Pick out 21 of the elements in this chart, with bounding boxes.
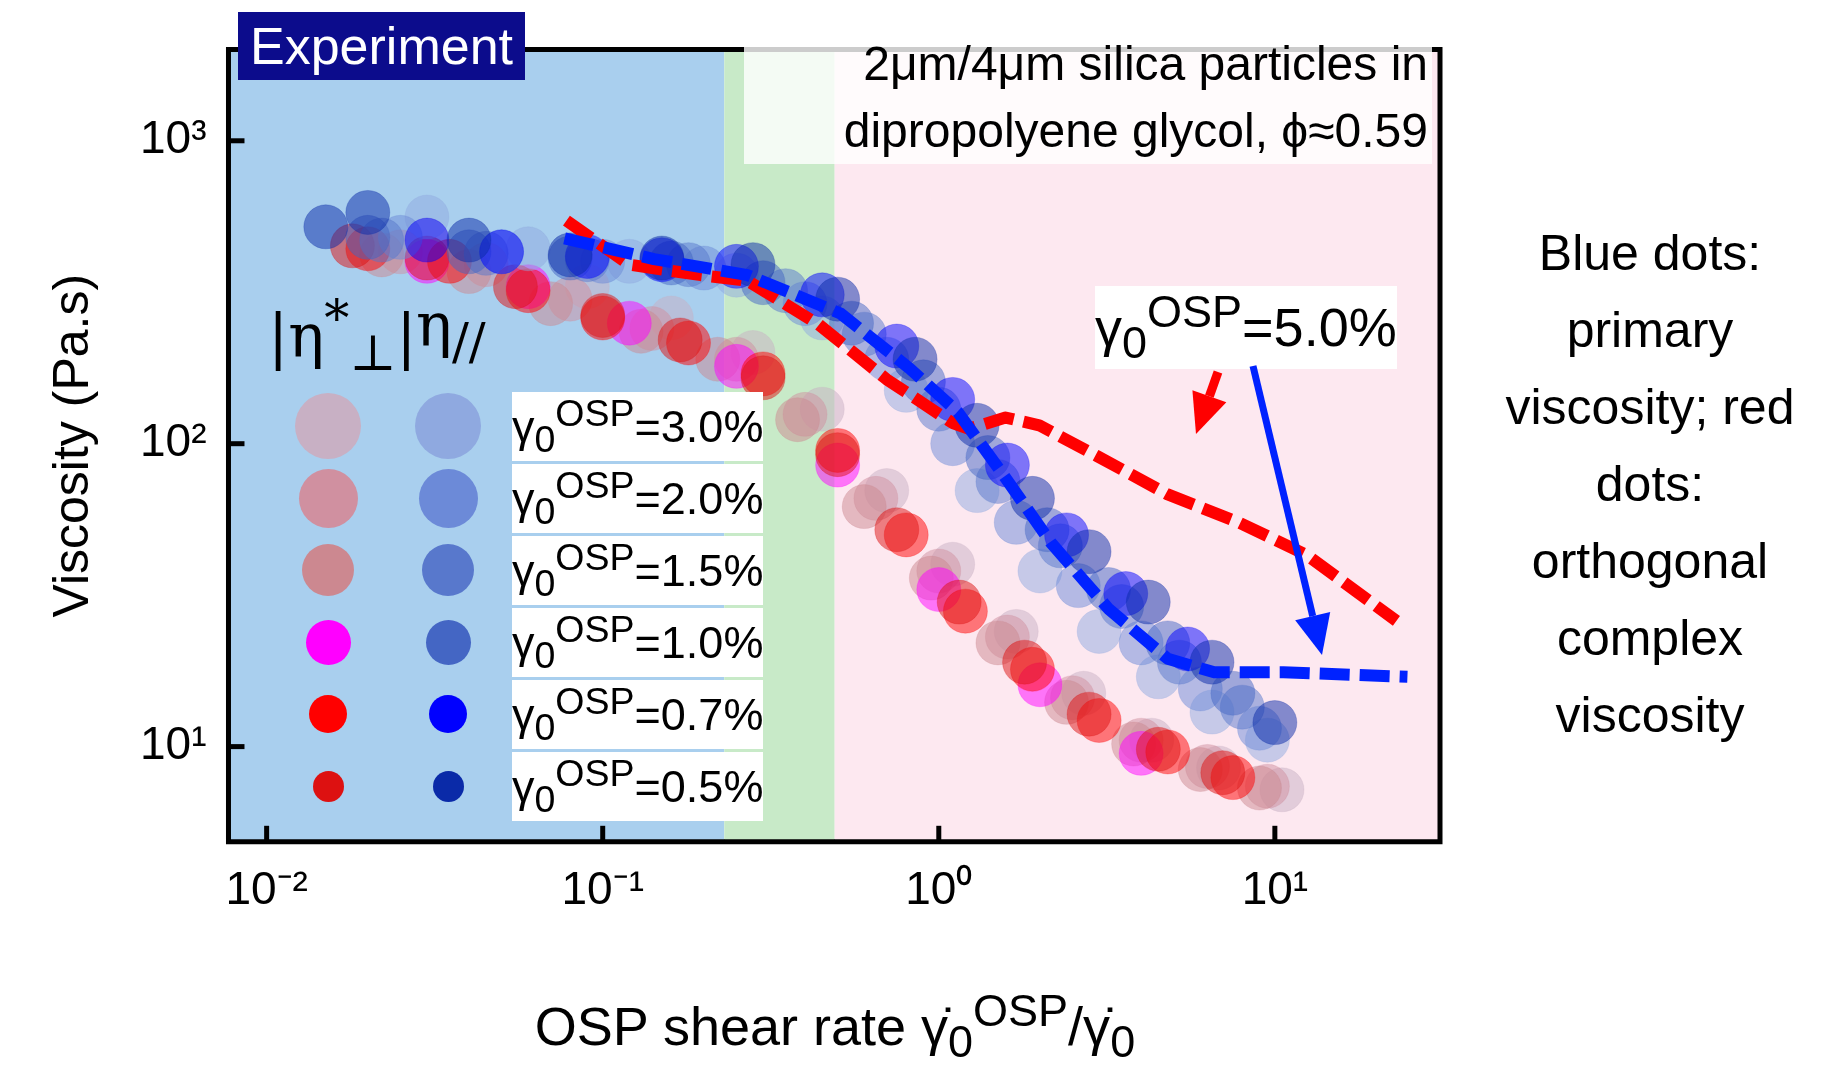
x-tick-label: 10⁻¹ bbox=[561, 862, 644, 915]
x-tick-label: 10¹ bbox=[1241, 862, 1309, 915]
y-tick-label: 10¹ bbox=[140, 717, 207, 770]
legend-label: γ$_{0}$$^{OSP}$=2.0% bbox=[512, 463, 764, 533]
y-tick-label: 10³ bbox=[140, 111, 207, 164]
legend-label: γ$_{0}$$^{OSP}$=3.0% bbox=[512, 391, 764, 461]
legend-label: γ$_{0}$$^{OSP}$=1.0% bbox=[512, 607, 764, 677]
annotation: γ$_{0}$$^{OSP}$=5.0% bbox=[1095, 286, 1397, 369]
y-axis-title: Viscosity (Pa.s) bbox=[42, 273, 99, 618]
legend-label: γ$_{0}$$^{OSP}$=0.7% bbox=[512, 679, 764, 749]
annotation: η$_{//}$ bbox=[416, 290, 486, 371]
annotation: Experiment bbox=[238, 12, 525, 80]
y-tick-label: 10² bbox=[140, 414, 207, 467]
text: Blue dots: primary viscosity; red dots: orthogonal complex viscosity bbox=[1505, 224, 1795, 745]
x-axis-title: OSP shear rate γ̇$_{0}$$^{OSP}$/γ̇$_{0}$ bbox=[533, 985, 1137, 1068]
x-tick-label: 10⁻² bbox=[225, 862, 308, 915]
x-tick-label: 10⁰ bbox=[905, 862, 973, 915]
legend-label: γ$_{0}$$^{OSP}$=1.5% bbox=[512, 535, 764, 605]
annotation: 2μm/4μm silica particles in dipropolyene glycol, ϕ≈0.59 bbox=[744, 30, 1432, 165]
legend-label: γ$_{0}$$^{OSP}$=0.5% bbox=[512, 751, 764, 821]
annotation: |η$^{*}$$_{⊥}$| bbox=[268, 290, 417, 382]
